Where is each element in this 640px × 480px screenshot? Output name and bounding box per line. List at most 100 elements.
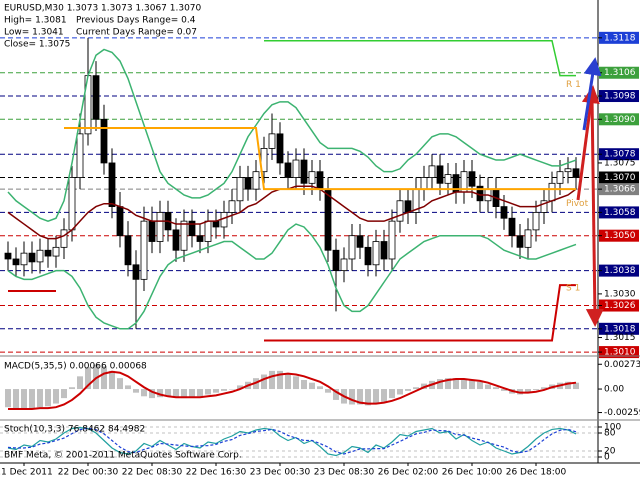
- candle-body: [356, 235, 364, 248]
- candle-body: [132, 264, 140, 280]
- histogram-bar: [13, 389, 19, 409]
- price-tag: [599, 322, 639, 335]
- candle-body: [564, 168, 572, 173]
- y-tick-label: 1.3118: [604, 33, 636, 43]
- candle-body: [76, 133, 84, 178]
- indicator-line: [7, 426, 577, 457]
- comment-text: Previous Days Range= 0.4: [76, 16, 196, 26]
- price-tag: [599, 229, 639, 242]
- candle-body: [284, 162, 292, 178]
- histogram-bar: [53, 389, 59, 404]
- histogram-bar: [285, 373, 291, 390]
- histogram-bar: [533, 389, 539, 390]
- candle-body: [52, 246, 60, 257]
- candle-body: [100, 118, 108, 164]
- histogram-bar: [565, 381, 571, 390]
- candle-body: [324, 188, 332, 251]
- candle-body: [516, 235, 524, 248]
- candle-body: [292, 159, 300, 178]
- x-tick-label: 21 Dec 2011: [0, 468, 53, 478]
- candle-body: [60, 229, 68, 248]
- price-tag: [599, 183, 639, 196]
- y-tick-label: 1.3098: [604, 92, 636, 102]
- candle-body: [364, 246, 372, 266]
- candle-body: [180, 220, 188, 251]
- histogram-bar: [69, 387, 75, 390]
- candle-body: [404, 200, 412, 213]
- histogram-bar: [389, 389, 395, 399]
- y-tick-label: 1.3058: [604, 208, 636, 218]
- drawn-arrows: [576, 57, 604, 327]
- indicator-title: MACD(5,35,5) 0.00066 0.00068: [4, 362, 147, 372]
- candle-body: [212, 220, 220, 228]
- candle-body: [508, 217, 516, 237]
- candle-body: [436, 165, 444, 184]
- histogram-bar: [525, 389, 531, 393]
- price-tag: [599, 66, 639, 79]
- y-tick-label: 100: [604, 423, 621, 433]
- price-panel: R 1 Pivot S 1: [0, 37, 598, 353]
- histogram-bar: [357, 389, 363, 405]
- histogram-bar: [101, 366, 107, 390]
- histogram-bar: [61, 389, 67, 399]
- indicator-line: [7, 427, 577, 455]
- histogram-bar: [453, 378, 459, 390]
- candle-body: [236, 177, 244, 202]
- candle-body: [444, 174, 452, 184]
- y-tick-label: 1.3090: [604, 115, 636, 125]
- candle-body: [204, 220, 212, 242]
- candle-body: [228, 200, 236, 213]
- candle-body: [524, 229, 532, 248]
- histogram-bar: [205, 389, 211, 395]
- candle-body: [348, 235, 356, 260]
- candle-body: [572, 168, 580, 178]
- candle-body: [140, 220, 148, 280]
- candle-body: [172, 229, 180, 251]
- y-tick-label: 0.00273: [604, 360, 640, 370]
- arrow: [585, 95, 604, 327]
- y-tick-label: 1.3066: [604, 185, 636, 195]
- candle-body: [532, 212, 540, 231]
- level-label: Pivot: [566, 199, 589, 209]
- candle-body: [332, 249, 340, 272]
- candle-body: [556, 171, 564, 184]
- candle-body: [268, 133, 276, 149]
- candle-body: [244, 177, 252, 190]
- histogram-bar: [293, 376, 299, 390]
- price-tag: [599, 299, 639, 312]
- histogram-bar: [197, 389, 203, 397]
- candle-body: [28, 252, 36, 263]
- histogram-bar: [573, 382, 579, 390]
- candle-body: [540, 200, 548, 213]
- indicator-title: Stoch(10,3,3) 76.8462 84.4982: [4, 425, 145, 435]
- histogram-bar: [181, 389, 187, 399]
- histogram-bar: [109, 370, 115, 390]
- indicator-line: [8, 370, 577, 411]
- x-tick-label: 26 Dec 18:00: [506, 468, 567, 478]
- histogram-bar: [157, 389, 163, 398]
- histogram-bar: [405, 389, 411, 391]
- y-tick-label: 1.3050: [604, 231, 636, 241]
- y-tick-label: 1.3030: [604, 289, 636, 299]
- candle-body: [388, 220, 396, 260]
- candle-body: [12, 258, 20, 266]
- arrow: [576, 85, 600, 201]
- candle-body: [196, 235, 204, 242]
- candle-body: [396, 200, 404, 222]
- price-tag: [599, 171, 639, 184]
- price-tag: [599, 148, 639, 161]
- histogram-bar: [229, 389, 235, 390]
- candle-body: [156, 212, 164, 242]
- histogram-bar: [397, 389, 403, 395]
- histogram-bar: [237, 385, 243, 390]
- histogram-bar: [85, 367, 91, 390]
- histogram-bar: [117, 378, 123, 390]
- indicator-line: [8, 284, 576, 342]
- comment-text: High= 1.3081: [4, 16, 67, 26]
- comment-text: Low= 1.3041: [4, 28, 64, 38]
- indicator-line: [7, 48, 577, 222]
- histogram-bar: [469, 379, 475, 390]
- histogram-bar: [501, 389, 507, 391]
